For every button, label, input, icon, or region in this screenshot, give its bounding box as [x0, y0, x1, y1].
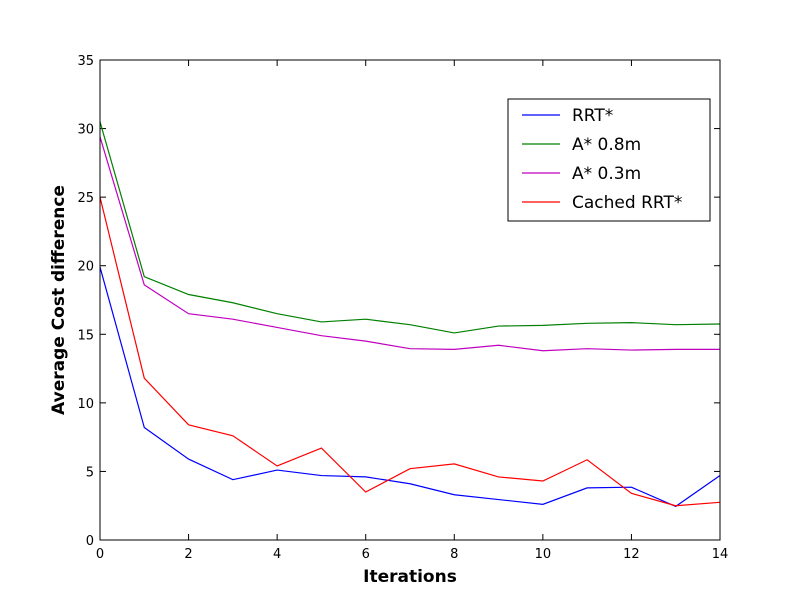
x-tick-label: 6 — [362, 547, 370, 562]
x-axis-label: Iterations — [363, 567, 457, 587]
y-tick-label: 15 — [77, 328, 94, 343]
x-tick-label: 0 — [96, 547, 104, 562]
x-tick-label: 14 — [712, 547, 729, 562]
legend-label: A* 0.8m — [572, 135, 641, 155]
series-line-a-0-8m — [99, 121, 721, 334]
x-tick-label: 8 — [450, 547, 458, 562]
series-lines — [99, 121, 721, 508]
y-tick-label: 20 — [77, 260, 94, 275]
legend-box — [507, 98, 711, 222]
legend-label: A* 0.3m — [572, 164, 641, 184]
series-line-rrt — [99, 266, 721, 508]
y-tick-label: 30 — [77, 123, 94, 138]
legend: RRT* A* 0.8m A* 0.3m Cached RRT* — [507, 98, 711, 222]
x-tick-label: 4 — [273, 547, 281, 562]
series-line-a-0-3m — [99, 136, 720, 352]
legend-label: RRT* — [572, 106, 613, 126]
x-tick-label: 12 — [623, 547, 640, 562]
y-tick-label: 25 — [77, 191, 94, 206]
series-line-cached-rrt — [99, 196, 721, 507]
y-tick-label: 0 — [86, 534, 94, 549]
x-tick-label: 2 — [184, 547, 192, 562]
y-tick-label: 10 — [77, 397, 94, 412]
y-tick-label: 35 — [77, 54, 94, 69]
x-tick-label: 10 — [535, 547, 552, 562]
legend-label: Cached RRT* — [572, 193, 682, 213]
y-tick-label: 5 — [86, 465, 94, 480]
y-axis-label: Average Cost difference — [49, 185, 69, 415]
plot-frame — [99, 59, 721, 541]
